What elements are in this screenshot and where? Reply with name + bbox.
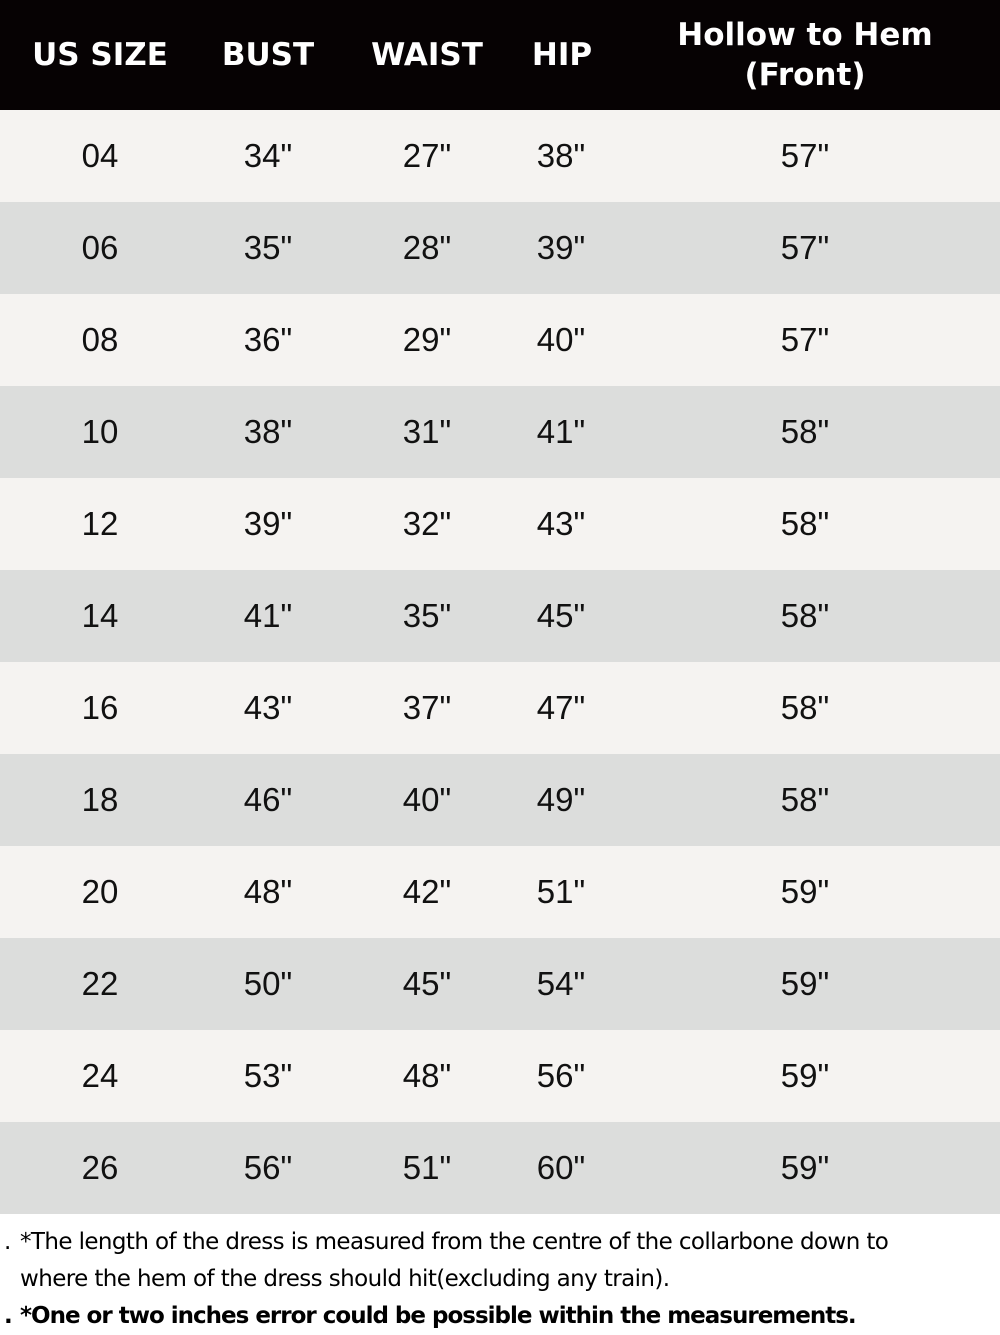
bullet: .: [4, 1229, 11, 1255]
cell-waist: 31": [402, 413, 452, 450]
cell-hollow-to-hem: 58": [780, 689, 830, 726]
header-hip: HIP: [531, 37, 593, 73]
cell-waist: 37": [402, 689, 452, 726]
cell-hollow-to-hem: 57": [780, 229, 830, 266]
header-hollow-to-hem-line1: Hollow to Hem: [677, 17, 933, 53]
cell-hip: 38": [536, 137, 586, 174]
cell-hollow-to-hem: 59": [780, 965, 830, 1002]
header-bust: BUST: [221, 37, 315, 73]
cell-waist: 51": [402, 1149, 452, 1186]
cell-hip: 40": [536, 321, 586, 358]
cell-us-size: 14: [81, 597, 119, 634]
cell-hollow-to-hem: 57": [780, 321, 830, 358]
cell-hip: 41": [536, 413, 586, 450]
cell-us-size: 04: [81, 137, 119, 174]
cell-bust: 34": [243, 137, 293, 174]
cell-waist: 48": [402, 1057, 452, 1094]
cell-hip: 51": [536, 873, 586, 910]
cell-hip: 49": [536, 781, 586, 818]
table-row: 18 46" 40" 49" 58": [0, 754, 1000, 846]
table-row: 06 35" 28" 39" 57": [0, 202, 1000, 294]
cell-bust: 35": [243, 229, 293, 266]
table-row: 26 56" 51" 60" 59": [0, 1122, 1000, 1214]
table-row: 10 38" 31" 41" 58": [0, 386, 1000, 478]
table-row: 24 53" 48" 56" 59": [0, 1030, 1000, 1122]
cell-waist: 35": [402, 597, 452, 634]
cell-bust: 36": [243, 321, 293, 358]
cell-bust: 56": [243, 1149, 293, 1186]
cell-hip: 47": [536, 689, 586, 726]
note-length: . *The length of the dress is measured f…: [0, 1224, 1000, 1298]
cell-hip: 43": [536, 505, 586, 542]
table-row: 22 50" 45" 54" 59": [0, 938, 1000, 1030]
cell-waist: 42": [402, 873, 452, 910]
cell-us-size: 22: [81, 965, 119, 1002]
cell-us-size: 26: [81, 1149, 119, 1186]
cell-us-size: 18: [81, 781, 119, 818]
cell-hollow-to-hem: 58": [780, 505, 830, 542]
cell-hollow-to-hem: 59": [780, 1057, 830, 1094]
cell-bust: 50": [243, 965, 293, 1002]
cell-bust: 46": [243, 781, 293, 818]
header-hollow-to-hem: Hollow to Hem (Front): [677, 0, 932, 110]
table-row: 08 36" 29" 40" 57": [0, 294, 1000, 386]
cell-hollow-to-hem: 58": [780, 597, 830, 634]
cell-bust: 43": [243, 689, 293, 726]
cell-waist: 40": [402, 781, 452, 818]
cell-us-size: 06: [81, 229, 119, 266]
cell-hip: 39": [536, 229, 586, 266]
header-waist: WAIST: [371, 37, 483, 73]
table-row: 04 34" 27" 38" 57": [0, 110, 1000, 202]
cell-waist: 28": [402, 229, 452, 266]
table-row: 16 43" 37" 47" 58": [0, 662, 1000, 754]
cell-bust: 41": [243, 597, 293, 634]
cell-us-size: 08: [81, 321, 119, 358]
header-us-size: US SIZE: [32, 37, 168, 73]
cell-hip: 54": [536, 965, 586, 1002]
cell-bust: 38": [243, 413, 293, 450]
cell-hollow-to-hem: 58": [780, 781, 830, 818]
cell-hip: 45": [536, 597, 586, 634]
cell-waist: 29": [402, 321, 452, 358]
table-row: 20 48" 42" 51" 59": [0, 846, 1000, 938]
cell-hip: 60": [536, 1149, 586, 1186]
note-length-line2: where the hem of the dress should hit(ex…: [20, 1266, 670, 1292]
cell-us-size: 12: [81, 505, 119, 542]
cell-waist: 27": [402, 137, 452, 174]
cell-hip: 56": [536, 1057, 586, 1094]
cell-hollow-to-hem: 58": [780, 413, 830, 450]
cell-hollow-to-hem: 59": [780, 1149, 830, 1186]
cell-bust: 39": [243, 505, 293, 542]
cell-hollow-to-hem: 59": [780, 873, 830, 910]
notes: . *The length of the dress is measured f…: [0, 1224, 1000, 1335]
header-hollow-to-hem-line2: (Front): [744, 57, 866, 93]
note-error: . *One or two inches error could be poss…: [0, 1298, 1000, 1335]
table-row: 12 39" 32" 43" 58": [0, 478, 1000, 570]
cell-waist: 32": [402, 505, 452, 542]
cell-us-size: 10: [81, 413, 119, 450]
cell-us-size: 24: [81, 1057, 119, 1094]
cell-bust: 53": [243, 1057, 293, 1094]
cell-us-size: 20: [81, 873, 119, 910]
cell-waist: 45": [402, 965, 452, 1002]
note-length-line1: *The length of the dress is measured fro…: [20, 1229, 889, 1255]
note-error-text: *One or two inches error could be possib…: [20, 1303, 857, 1329]
bullet: .: [4, 1303, 13, 1329]
table-row: 14 41" 35" 45" 58": [0, 570, 1000, 662]
table-header: US SIZE BUST WAIST HIP Hollow to Hem (Fr…: [0, 0, 1000, 110]
cell-us-size: 16: [81, 689, 119, 726]
cell-hollow-to-hem: 57": [780, 137, 830, 174]
cell-bust: 48": [243, 873, 293, 910]
